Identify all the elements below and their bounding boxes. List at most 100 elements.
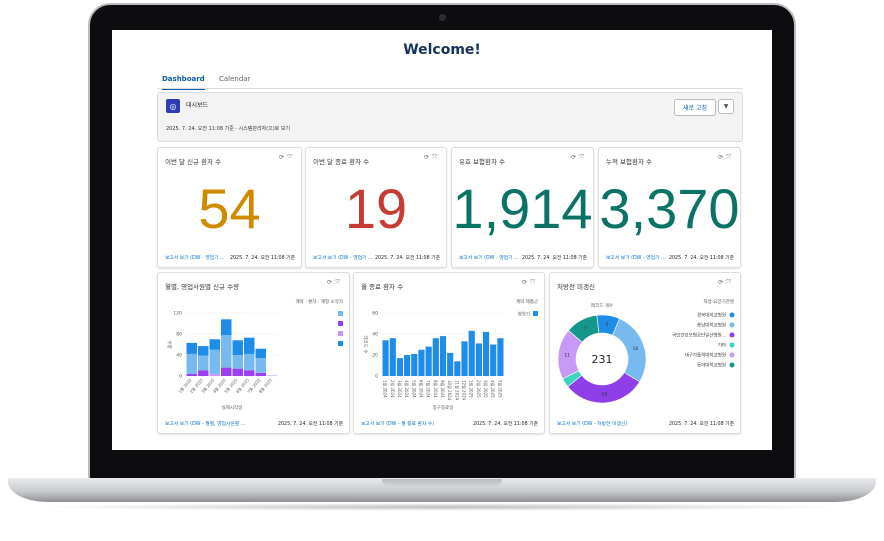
y-tick-label: 0	[179, 374, 182, 380]
bar[interactable]	[244, 370, 255, 376]
bar[interactable]	[186, 353, 198, 374]
bar[interactable]	[497, 338, 504, 376]
x-tick-label: 5월 2024	[411, 380, 417, 398]
dashboard-header: ◎ 대시보드 2025. 7. 24. 오전 11:08 기준 · 시스템관리자…	[157, 92, 743, 142]
refresh-button[interactable]: 새로 고침	[674, 99, 716, 116]
bar[interactable]	[404, 355, 411, 376]
bar[interactable]	[411, 353, 418, 376]
x-axis-label: 청구종료일	[433, 404, 454, 411]
refresh-expand-icons[interactable]: ⟳⤧	[424, 154, 440, 161]
bar[interactable]	[255, 372, 267, 376]
legend-swatch	[338, 331, 343, 336]
y-axis-label: 수량	[166, 340, 173, 348]
bar[interactable]	[244, 353, 255, 371]
kpi-title: 이번 달 신규 환자 수	[165, 158, 222, 166]
y-tick-label: 0	[375, 374, 378, 380]
chevron-down-icon[interactable]: ▼	[718, 99, 734, 114]
slice-label: 16	[633, 346, 639, 352]
legend-swatch	[729, 342, 735, 348]
bar[interactable]	[209, 339, 221, 350]
bar[interactable]	[244, 337, 255, 354]
dashboard-name: 대시보드	[186, 102, 209, 109]
tab-calendar[interactable]: Calendar	[219, 75, 251, 83]
chart-title: 처방전 미갱신	[557, 283, 595, 291]
kpi-card: 유효 보험환자 수 ⟳⤧ 1,914 보고서 보기 (DW - 영업기 ... 2…	[451, 147, 594, 268]
chart-subtitle: 레코드 개수	[591, 302, 613, 309]
bar[interactable]	[454, 361, 461, 376]
donut-slice[interactable]	[568, 314, 600, 343]
view-report-link[interactable]: 보고서 보기 (DW - 영업기 ...	[165, 256, 225, 261]
chart-card: 월 종료 환자 수 ⟳⤧ 0 20 40 60 1월 2024 2월 2024 3월 202…	[353, 272, 545, 434]
bar[interactable]	[198, 355, 209, 371]
refresh-expand-icons[interactable]: ⟳⤧	[571, 154, 587, 161]
bar[interactable]	[221, 367, 232, 376]
view-report-link[interactable]: 보고서 보기 (DW - 영업기 ...	[313, 256, 373, 261]
bar[interactable]	[475, 343, 482, 376]
bar[interactable]	[432, 338, 439, 376]
bar[interactable]	[232, 355, 244, 369]
view-report-link[interactable]: 보고서 보기 (DW - 월 종료 환자 수)	[361, 422, 435, 427]
kpi-card: 이번 달 종료 환자 수 ⟳⤧ 19 보고서 보기 (DW - 영업기 ... 2…	[305, 147, 447, 268]
refresh-expand-icons[interactable]: ⟳⤧	[279, 154, 295, 161]
legend-title: 계약 제품군	[516, 298, 538, 305]
legend-swatch	[729, 322, 735, 328]
kpi-card: 누적 보험환자 수 ⟳⤧ 3,370 보고서 보기 (DW - 영업기 ... 2…	[598, 147, 741, 268]
x-tick-label: 2월 2025	[476, 380, 482, 398]
bar[interactable]	[255, 348, 267, 359]
x-tick-label: 12월 2024	[462, 380, 468, 401]
bar[interactable]	[418, 349, 425, 376]
view-report-link[interactable]: 보고서 보기 (DW - 영업기 ...	[606, 256, 666, 261]
bar[interactable]	[232, 340, 244, 355]
bar[interactable]	[255, 358, 267, 373]
x-tick-label: 10월 2024	[447, 380, 453, 401]
bar[interactable]	[490, 344, 497, 377]
timestamp: 2025. 7. 24. 오전 11:08 기준	[668, 422, 734, 427]
legend-swatch	[729, 362, 735, 368]
kpi-value: 3,370	[599, 177, 740, 240]
x-tick-label: 3월 2024	[397, 380, 403, 398]
view-report-link[interactable]: 보고서 보기 (DW - 처방전 미갱신)	[557, 422, 628, 427]
bar[interactable]	[221, 319, 232, 336]
bar[interactable]	[221, 335, 232, 368]
kpi-title: 유효 보험환자 수	[459, 158, 505, 166]
x-tick-label: 3월 2025	[483, 380, 489, 398]
timestamp: 2025. 7. 24. 오전 11:08 기준	[229, 256, 295, 261]
y-tick-label: 80	[176, 332, 182, 338]
bar[interactable]	[186, 342, 198, 354]
bar[interactable]	[209, 373, 221, 376]
bar[interactable]	[439, 336, 447, 376]
bar[interactable]	[186, 373, 198, 376]
timestamp: 2025. 7. 24. 오전 11:08 기준	[374, 256, 440, 261]
legend-label: 대구가톨릭대학교병원	[685, 352, 726, 359]
bar[interactable]	[267, 375, 278, 376]
legend-title: 계약 : 환자 : 계정 소유자	[296, 298, 344, 305]
dashboard-meta: 2025. 7. 24. 오전 11:08 기준 · 시스템관리자(으)로 보기	[166, 126, 291, 132]
legend-swatch	[533, 311, 538, 316]
refresh-expand-icons[interactable]: ⟳⤧	[718, 279, 734, 286]
camera-icon	[439, 14, 446, 21]
bar[interactable]	[396, 358, 404, 376]
refresh-expand-icons[interactable]: ⟳⤧	[522, 279, 538, 286]
bar[interactable]	[461, 341, 468, 376]
refresh-expand-icons[interactable]: ⟳⤧	[718, 154, 734, 161]
bar[interactable]	[389, 338, 396, 376]
bar[interactable]	[425, 346, 432, 376]
donut-total: 231	[592, 353, 613, 366]
bar[interactable]	[468, 330, 475, 376]
bar[interactable]	[232, 368, 244, 376]
donut-slice[interactable]	[612, 318, 647, 383]
bar[interactable]	[198, 370, 209, 376]
view-report-link[interactable]: 보고서 보기 (DW - 영업기 ...	[459, 256, 519, 261]
legend-label: 국민건강보험공단일산병원...	[672, 332, 726, 339]
refresh-expand-icons[interactable]: ⟳⤧	[327, 279, 343, 286]
y-tick-label: 120	[173, 311, 182, 317]
bar[interactable]	[382, 340, 389, 376]
view-report-link[interactable]: 보고서 보기 (DW - 월별, 영업사원별 ...	[165, 422, 246, 427]
bar[interactable]	[482, 331, 490, 376]
timestamp: 2025. 7. 24. 오전 11:08 기준	[277, 422, 343, 427]
bar[interactable]	[447, 352, 454, 376]
bar[interactable]	[209, 349, 221, 374]
x-tick-label: 5월 2025	[497, 380, 503, 398]
bar[interactable]	[198, 346, 209, 356]
tab-dashboard[interactable]: Dashboard	[162, 75, 205, 90]
